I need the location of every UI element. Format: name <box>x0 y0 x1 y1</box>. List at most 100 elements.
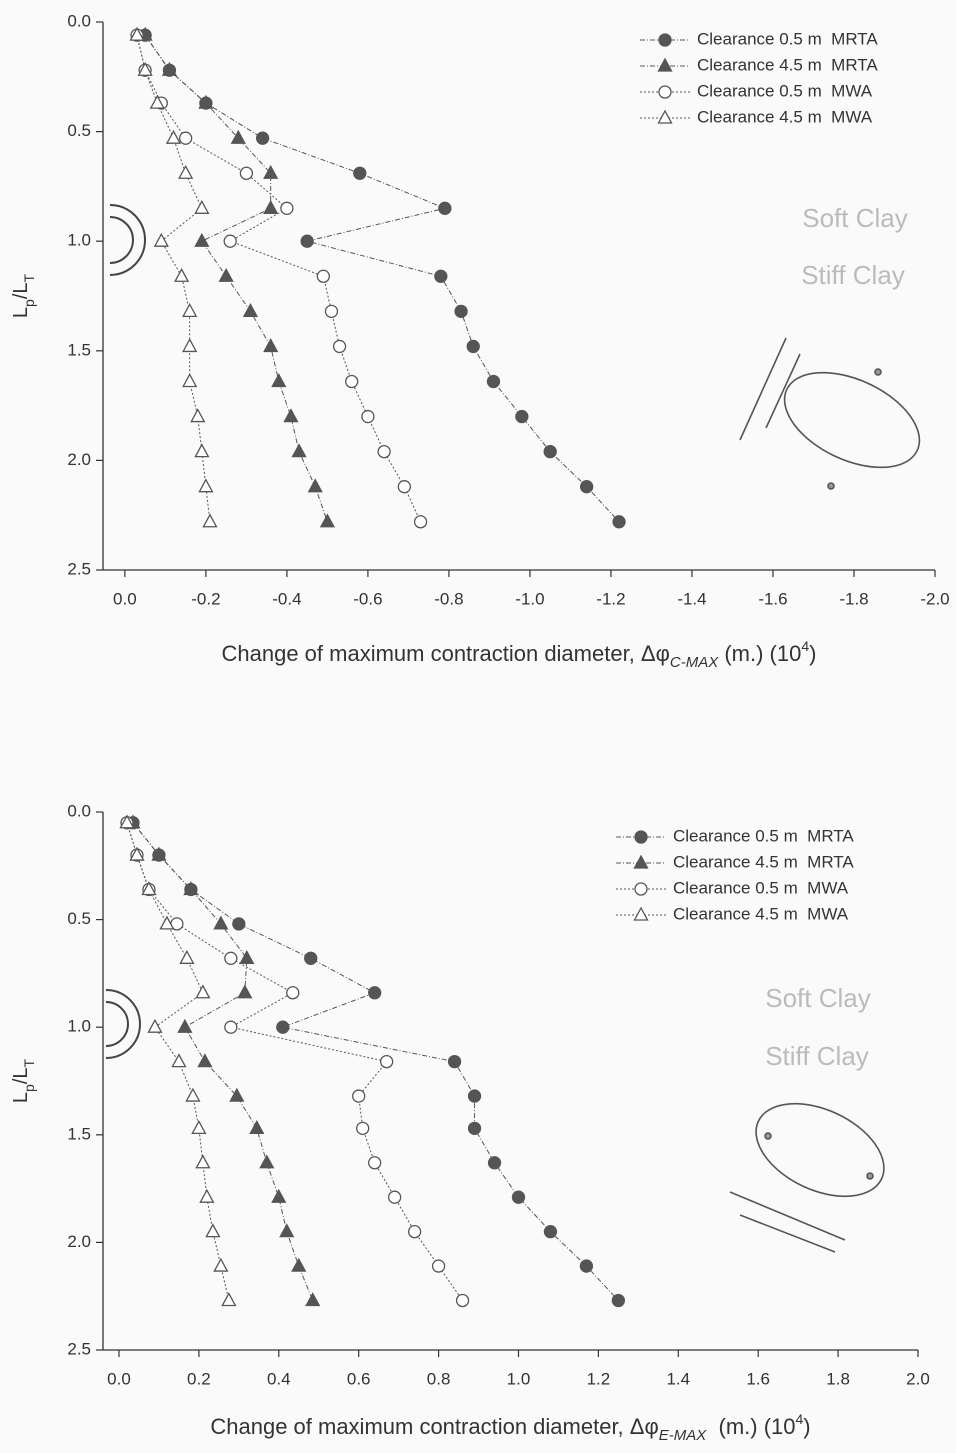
y-axis-label-part: L <box>10 1092 32 1103</box>
x-tick-label: 0.2 <box>187 1369 211 1388</box>
y-tick-label: 2.0 <box>67 450 91 469</box>
marker <box>165 129 182 144</box>
marker <box>137 61 153 76</box>
ellipse-diagram <box>729 337 921 1253</box>
x-axis-label-part: 4 <box>801 638 809 654</box>
marker <box>319 513 335 528</box>
marker <box>263 164 279 179</box>
annotation: Stiff Clay <box>801 260 905 290</box>
marker <box>224 1020 238 1034</box>
y-axis-label-part: p <box>21 1084 37 1092</box>
x-tick-label: -1.4 <box>677 589 706 608</box>
marker <box>283 408 299 423</box>
marker <box>259 1154 275 1169</box>
marker <box>195 1154 211 1169</box>
marker <box>129 846 145 861</box>
marker <box>263 199 279 214</box>
marker <box>332 339 347 354</box>
marker <box>286 986 300 1000</box>
annotation: Soft Clay <box>765 983 871 1013</box>
legend-label: Clearance 0.5 m MWA <box>697 81 873 100</box>
marker <box>324 304 339 318</box>
marker <box>447 1054 462 1069</box>
series-line <box>126 822 463 1301</box>
marker <box>151 846 167 861</box>
x-tick-label: 1.0 <box>507 1369 531 1388</box>
x-axis-label-part: Change of maximum contraction diameter, … <box>222 641 670 666</box>
x-axis-label-part: ) <box>809 641 816 666</box>
marker <box>467 1089 482 1103</box>
marker <box>300 234 314 248</box>
y-tick-label: 1.0 <box>67 1017 91 1036</box>
marker <box>353 166 367 180</box>
marker <box>141 881 157 896</box>
marker <box>356 1121 370 1135</box>
marker <box>194 232 210 247</box>
x-tick-label: -1.0 <box>515 589 544 608</box>
marker <box>387 1190 402 1204</box>
marker <box>361 409 375 424</box>
legend-label: Clearance 0.5 m MWA <box>673 878 849 897</box>
legend-label: Clearance 4.5 m MRTA <box>697 55 878 74</box>
y-tick-label: 0.0 <box>67 801 91 820</box>
marker <box>249 1119 265 1134</box>
legend-label: Clearance 0.5 m MRTA <box>673 826 854 845</box>
x-axis-label-part: ) <box>803 1414 810 1439</box>
marker <box>179 949 195 964</box>
x-tick-label: -2.0 <box>920 589 949 608</box>
marker <box>224 951 238 965</box>
chart: 0.0 -0.2 -0.4 -0.6 -0.8 -1.0 -1.2 -1.4 -1.6 -1.8 -… <box>10 11 949 671</box>
marker <box>467 1121 482 1135</box>
x-tick-label: 0.4 <box>267 1369 291 1388</box>
marker <box>194 443 210 458</box>
marker <box>434 269 448 283</box>
marker <box>397 480 412 494</box>
x-tick-label: 0.0 <box>107 1369 131 1388</box>
marker <box>182 338 198 353</box>
marker <box>455 1293 470 1308</box>
marker <box>182 302 198 317</box>
y-tick-label: 0.5 <box>67 909 91 928</box>
marker <box>380 1054 394 1069</box>
y-axis-label-part: /L <box>10 1067 32 1084</box>
marker <box>185 1087 201 1102</box>
marker <box>229 1087 245 1102</box>
marker <box>191 1119 207 1134</box>
marker <box>438 201 452 215</box>
marker <box>579 1259 594 1273</box>
marker <box>205 1223 221 1238</box>
marker <box>431 1259 446 1273</box>
marker <box>466 339 480 354</box>
marker <box>239 166 254 180</box>
x-tick-label: 1.6 <box>746 1369 770 1388</box>
marker <box>198 478 214 493</box>
marker <box>487 1156 502 1170</box>
x-tick-label: 0.8 <box>427 1369 451 1388</box>
marker <box>230 129 246 144</box>
marker <box>291 443 307 458</box>
marker <box>486 374 501 389</box>
legend-label: Clearance 0.5 m MRTA <box>697 29 878 48</box>
marker <box>368 1156 382 1170</box>
legend-marker <box>633 906 649 921</box>
legend-marker <box>658 85 672 99</box>
legend-marker <box>657 109 673 124</box>
y-tick-label: 2.5 <box>67 559 91 578</box>
x-tick-label: -0.4 <box>272 589 301 608</box>
marker <box>232 917 246 931</box>
marker <box>213 1257 229 1272</box>
marker <box>307 478 323 493</box>
marker <box>178 164 194 179</box>
marker <box>543 444 557 459</box>
marker <box>611 1293 626 1308</box>
marker <box>183 881 199 896</box>
marker <box>579 480 594 494</box>
x-tick-label: 0.0 <box>113 589 137 608</box>
marker <box>511 1190 526 1204</box>
marker <box>129 26 145 41</box>
x-axis-label-part: (m.) (10 <box>718 641 801 666</box>
marker <box>119 814 135 829</box>
marker <box>271 1188 287 1203</box>
x-tick-label: 2.0 <box>906 1369 930 1388</box>
y-tick-label: 1.5 <box>67 340 91 359</box>
